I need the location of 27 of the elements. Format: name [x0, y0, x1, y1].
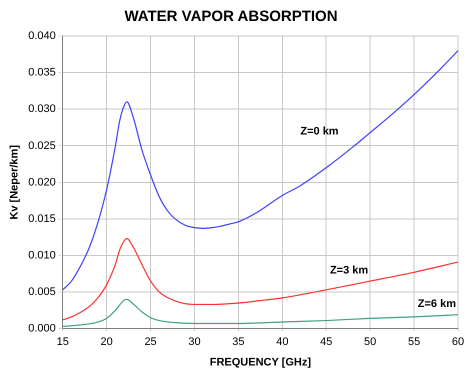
y-tick-label: 0.000 — [28, 322, 56, 335]
y-tick-label: 0.035 — [28, 66, 56, 79]
series-label: Z=0 km — [300, 126, 339, 138]
x-tick-label: 15 — [56, 336, 69, 348]
series-label: Z=6 km — [418, 298, 456, 310]
x-tick-label: 50 — [364, 336, 376, 348]
y-tick-label: 0.040 — [28, 30, 56, 42]
line-series — [62, 238, 458, 320]
y-tick-label: 0.010 — [28, 249, 56, 262]
y-tick-label: 0.025 — [28, 140, 56, 152]
y-tick-label: 0.020 — [28, 176, 56, 188]
y-axis-title: Kv [Neper/km] — [8, 144, 21, 220]
chart-title: WATER VAPOR ABSORPTION — [124, 8, 338, 26]
x-tick-label: 25 — [144, 336, 157, 348]
x-tick-label: 30 — [188, 336, 201, 348]
x-tick-label: 45 — [320, 336, 332, 348]
x-tick-label: 60 — [452, 336, 464, 348]
series-label: Z=3 km — [330, 264, 368, 277]
y-tick-label: 0.030 — [28, 103, 56, 116]
y-tick-label: 0.015 — [28, 212, 56, 225]
x-axis-title: FREQUENCY [GHz] — [210, 356, 312, 368]
x-tick-label: 20 — [100, 336, 113, 348]
line-series — [62, 50, 458, 290]
x-tick-label: 55 — [408, 336, 420, 348]
x-tick-label: 40 — [276, 336, 288, 348]
y-tick-label: 0.005 — [28, 286, 56, 298]
x-tick-label: 35 — [232, 336, 245, 348]
